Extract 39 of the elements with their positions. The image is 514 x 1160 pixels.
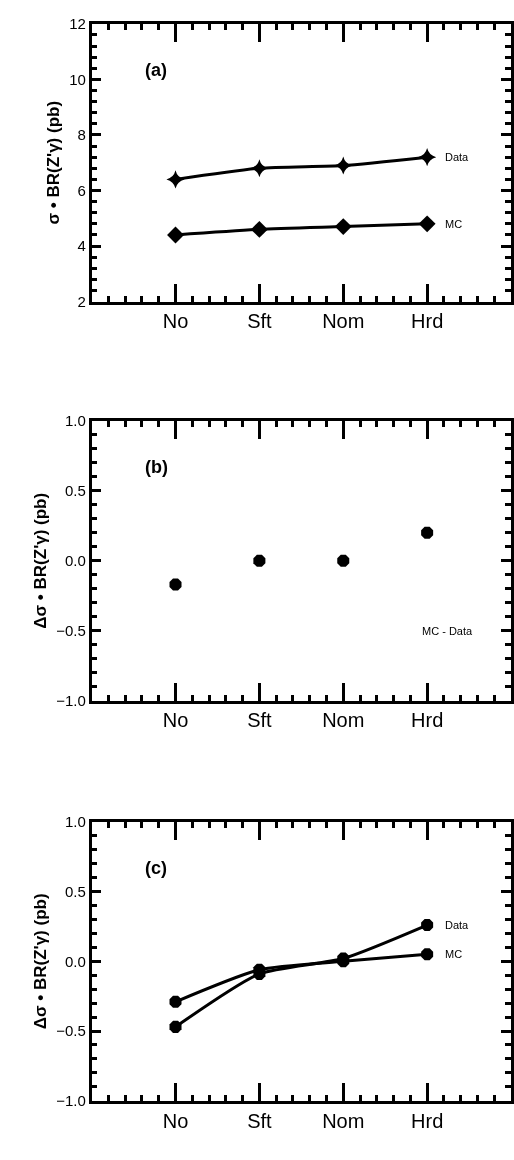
x-tick-label: No [162, 1109, 189, 1132]
y-tick-label: −0.5 [56, 1022, 86, 1040]
y-axis-title: Δσ • BR(Z'γ) (pb) [30, 492, 50, 629]
x-tick-label: Nom [322, 1109, 365, 1132]
x-tick-label: Hrd [411, 1109, 444, 1132]
y-tick-label: −0.5 [56, 622, 86, 639]
x-tick-label: Sft [247, 709, 273, 732]
y-tick-label: 1.0 [65, 813, 86, 831]
y-tick-label: 0.5 [65, 482, 86, 500]
y-tick-label: 0.0 [65, 952, 86, 970]
y-tick-label: 2 [77, 292, 86, 310]
y-tick-label: 0.0 [65, 552, 86, 570]
y-tick-label: 4 [77, 237, 86, 255]
x-tick-label: Hrd [411, 310, 444, 333]
x-tick-label: No [162, 310, 189, 333]
y-tick-label: 6 [77, 181, 86, 199]
y-axis-title: σ • BR(Z'γ) (pb) [43, 100, 63, 225]
annotation: (b) [145, 457, 168, 477]
series-label: Data [445, 919, 470, 931]
annotation: MC - Data [422, 625, 473, 637]
series-label: Data [445, 151, 470, 163]
y-tick-label: 0.5 [65, 882, 86, 900]
x-tick-label: Sft [247, 1109, 273, 1132]
series-label: MC [445, 218, 463, 230]
y-tick-label: −1.0 [56, 691, 86, 709]
y-tick-label: 8 [77, 126, 86, 144]
x-tick-label: Nom [322, 310, 365, 333]
y-tick-label: 12 [69, 15, 86, 33]
y-tick-label: −1.0 [56, 1092, 86, 1110]
x-tick-label: Nom [322, 709, 365, 732]
y-axis-title: Δσ • BR(Z'γ) (pb) [30, 893, 50, 1030]
annotation: (a) [145, 60, 167, 80]
y-tick-label: 10 [69, 70, 86, 88]
annotation: (c) [145, 858, 167, 878]
y-tick-label: 1.0 [65, 412, 86, 430]
x-tick-label: Hrd [411, 709, 444, 732]
x-tick-label: Sft [247, 310, 273, 333]
x-tick-label: No [162, 709, 189, 732]
series-label: MC [445, 948, 463, 960]
